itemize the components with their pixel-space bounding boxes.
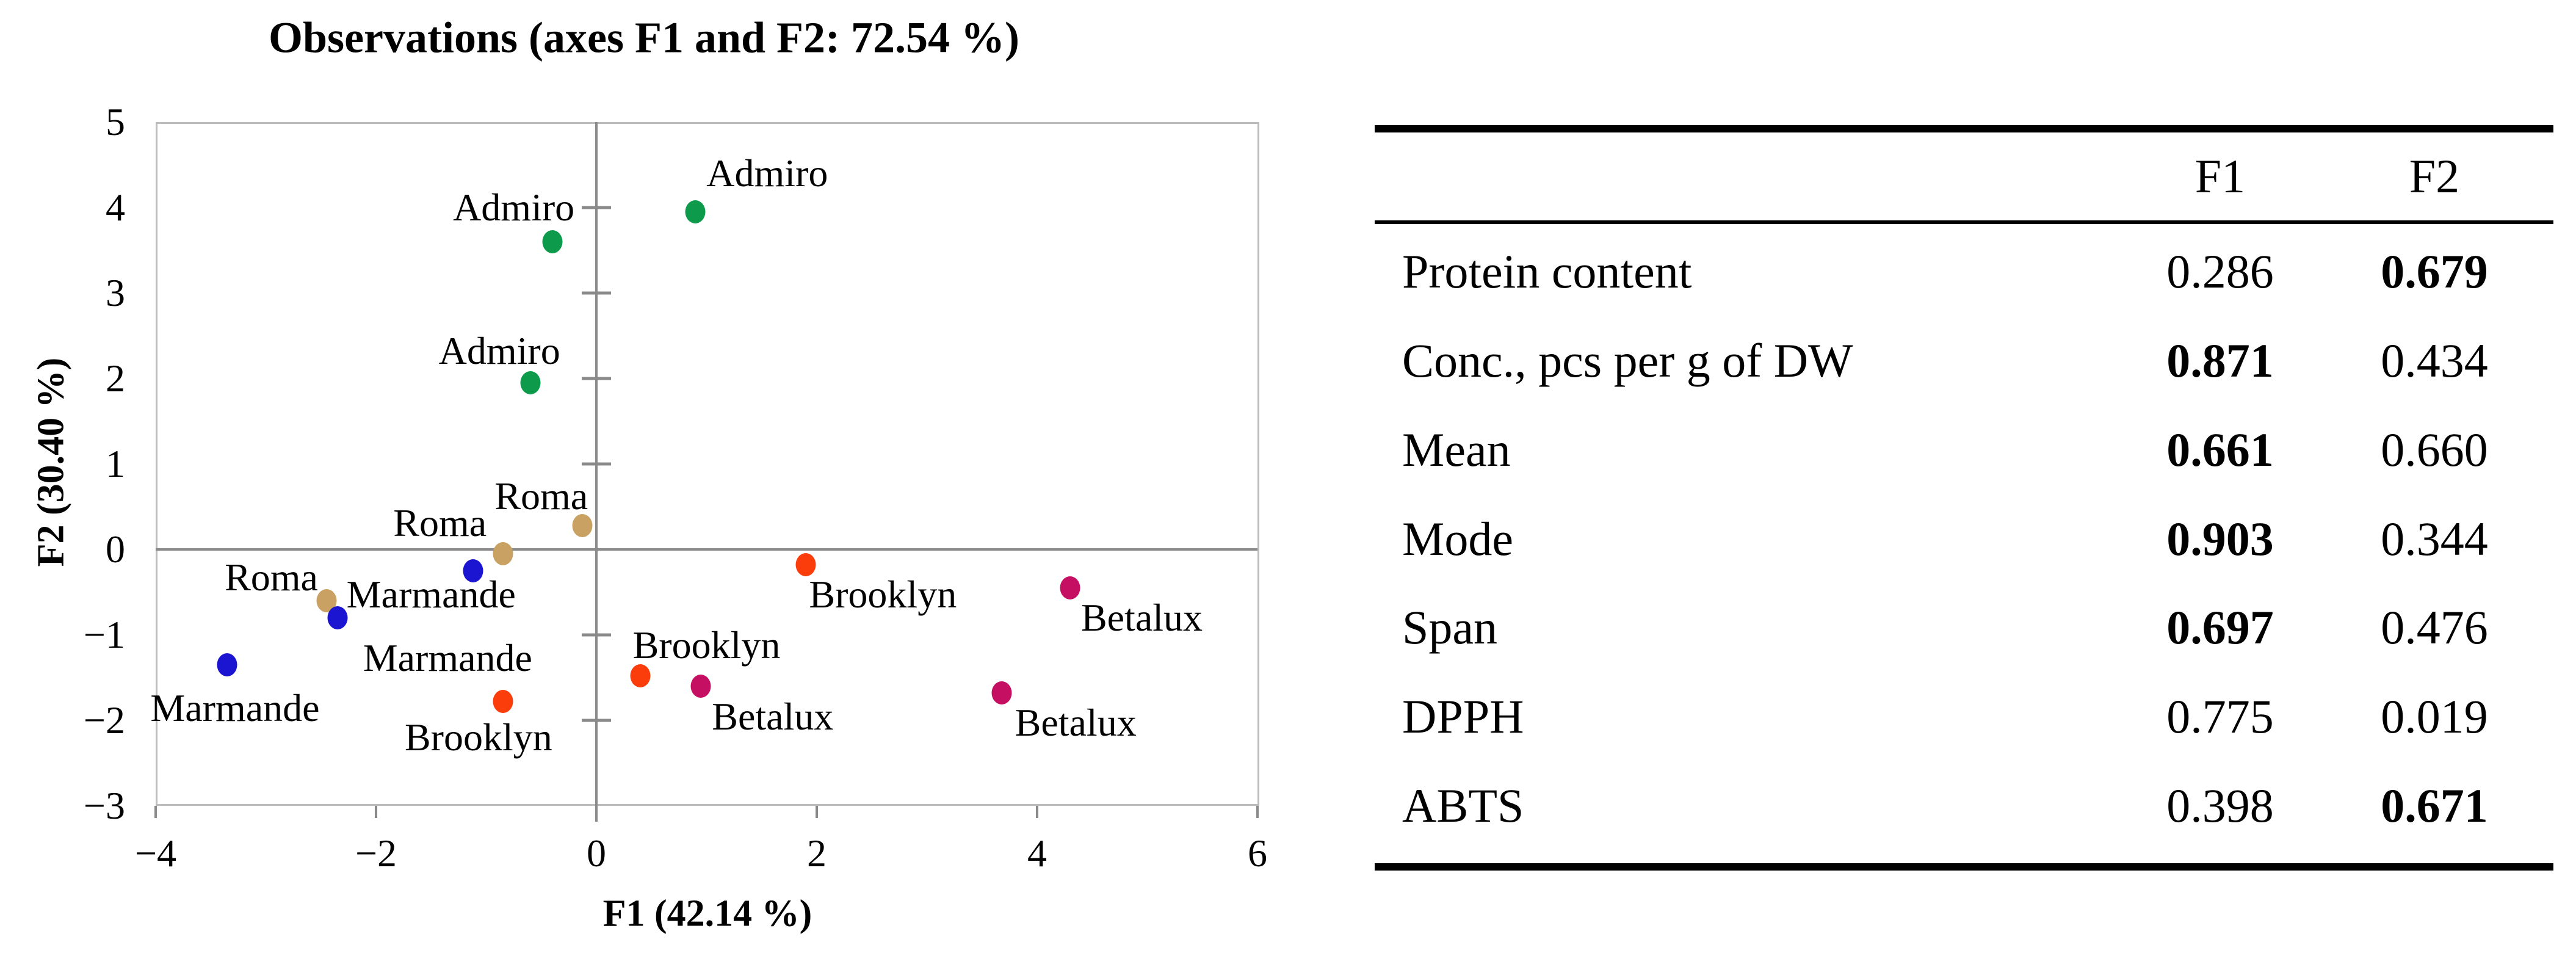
- table-row-label: Mean: [1402, 422, 1511, 476]
- data-point-label: Marmande: [150, 686, 320, 730]
- data-point-label: Brooklyn: [632, 623, 781, 667]
- table-row-label: Span: [1402, 601, 1497, 654]
- y-axis-tick: [582, 633, 611, 637]
- x-axis-tick: [1036, 806, 1038, 818]
- data-point-admiro: [520, 371, 541, 394]
- data-point-label: Admiro: [438, 329, 560, 373]
- y-tick-label: 2: [106, 357, 125, 400]
- x-tick-label: 6: [1248, 831, 1267, 875]
- table-cell-f2: 0.679: [2381, 245, 2488, 298]
- data-point-admiro: [542, 230, 563, 253]
- data-point-label: Roma: [225, 556, 318, 599]
- data-point-brooklyn: [630, 664, 651, 688]
- x-tick-label: 4: [1027, 831, 1047, 875]
- x-tick-label: −2: [355, 831, 397, 875]
- x-axis-tick: [816, 806, 818, 818]
- data-point-label: Roma: [393, 501, 487, 545]
- data-point-roma: [572, 513, 593, 537]
- data-point-label: Brooklyn: [404, 715, 552, 759]
- data-point-roma: [493, 542, 513, 565]
- table-cell-f2: 0.476: [2381, 601, 2488, 654]
- table-cell-f1: 0.871: [2166, 333, 2274, 387]
- x-tick-label: 2: [807, 831, 827, 875]
- y-zero-line: [595, 122, 598, 822]
- y-tick-label: −2: [83, 698, 125, 742]
- table-top-rule: [1375, 125, 2553, 132]
- x-tick-label: −4: [134, 831, 177, 875]
- x-axis-tick: [1256, 806, 1259, 818]
- x-axis-tick: [595, 806, 598, 818]
- table-rows: Protein content 0.286 0.679 Conc., pcs per …: [1375, 0, 2553, 967]
- table-cell-f2: 0.671: [2381, 779, 2488, 832]
- data-point-marmande: [217, 653, 237, 676]
- y-tick-label: 1: [106, 442, 125, 485]
- y-axis-tick: [582, 377, 611, 380]
- table-cell-f1: 0.661: [2166, 422, 2274, 476]
- y-axis-tick: [582, 719, 611, 722]
- x-axis-tick: [154, 806, 157, 818]
- x-axis-title: F1 (42.14 %): [602, 893, 812, 935]
- table-row-label: Mode: [1402, 512, 1513, 565]
- table-header-f2: F2: [2409, 150, 2460, 203]
- y-tick-label: 3: [106, 271, 125, 314]
- table-cell-f1: 0.398: [2166, 779, 2274, 832]
- plot-layer: 5 4 3 2 1 0 −1 −2 −3 −4 −2 0 2 4 6 Admiro Admiro Admiro Ro…: [83, 100, 1267, 875]
- y-axis-tick: [582, 206, 611, 209]
- data-point-label: Marmande: [363, 636, 532, 679]
- y-tick-label: −1: [83, 613, 125, 656]
- table-cell-f2: 0.660: [2381, 422, 2488, 476]
- data-point-brooklyn: [795, 553, 816, 577]
- y-tick-label: −3: [83, 784, 125, 827]
- table-cell-f1: 0.286: [2166, 245, 2274, 298]
- data-point-betalux: [1060, 576, 1080, 599]
- data-point-label: Admiro: [453, 186, 575, 229]
- table-cell-f1: 0.697: [2166, 601, 2274, 654]
- x-tick-label: 0: [587, 831, 606, 875]
- table-row-label: Protein content: [1402, 245, 1692, 298]
- data-point-marmande: [463, 559, 483, 582]
- data-point-betalux: [690, 675, 711, 698]
- y-tick-label: 5: [106, 100, 125, 143]
- pca-observations-plot: Observations (axes F1 and F2: 72.54 %) F…: [31, 13, 1268, 935]
- table-cell-f1: 0.903: [2166, 512, 2274, 565]
- table-header-rule: [1375, 220, 2553, 224]
- data-point-brooklyn: [493, 690, 513, 714]
- table-row-label: ABTS: [1402, 779, 1524, 832]
- data-point-label: Marmande: [346, 573, 516, 617]
- y-tick-label: 0: [106, 527, 125, 571]
- table-cell-f2: 0.434: [2381, 333, 2488, 387]
- data-point-admiro: [685, 200, 706, 223]
- table-row-label: Conc., pcs per g of DW: [1402, 333, 1853, 387]
- x-axis-tick: [375, 806, 377, 818]
- data-point-label: Brooklyn: [809, 573, 957, 617]
- data-point-marmande: [327, 606, 348, 629]
- data-point-label: Betalux: [712, 695, 834, 739]
- data-point-betalux: [991, 681, 1012, 705]
- table-cell-f2: 0.344: [2381, 512, 2488, 565]
- y-axis-tick: [582, 462, 611, 466]
- data-point-label: Roma: [494, 474, 588, 518]
- table-cell-f1: 0.775: [2166, 690, 2274, 744]
- data-point-label: Betalux: [1080, 596, 1203, 639]
- plot-title: Observations (axes F1 and F2: 72.54 %): [269, 13, 1019, 62]
- loadings-table: F1 F2 Protein content 0.286 0.679 Conc., pc…: [1375, 0, 2553, 967]
- table-bottom-rule: [1375, 863, 2553, 871]
- data-point-label: Admiro: [706, 151, 828, 195]
- y-axis-tick: [582, 291, 611, 295]
- table-header-f1: F1: [2194, 150, 2246, 203]
- table-row-label: DPPH: [1402, 690, 1524, 744]
- data-point-label: Betalux: [1015, 701, 1137, 745]
- y-tick-label: 4: [106, 186, 125, 229]
- table-cell-f2: 0.019: [2381, 690, 2488, 744]
- x-zero-line: [156, 548, 1257, 551]
